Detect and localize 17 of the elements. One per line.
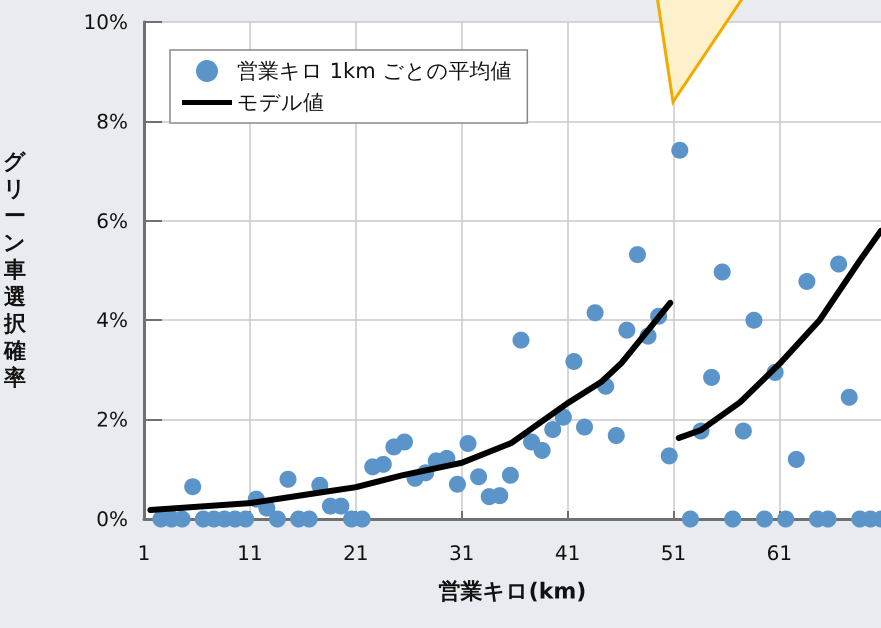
y-tick-label: 0%	[96, 507, 128, 531]
text: グリーン車選択確率	[3, 150, 26, 391]
x-axis-title: 営業キロ(km)	[438, 580, 586, 604]
y-tick-label: 8%	[96, 109, 128, 134]
x-tick-label: 61	[766, 541, 792, 565]
legend-label: 営業キロ 1km ごとの平均値	[237, 59, 512, 83]
y-tick-label: 2%	[96, 408, 128, 432]
y-tick-label: 10%	[84, 10, 128, 34]
legend-label: モデル値	[237, 90, 324, 114]
y-tick-label: 4%	[96, 308, 128, 332]
x-tick-label: 51	[660, 541, 686, 565]
x-tick-label: 41	[554, 541, 580, 565]
x-tick-label: 11	[237, 541, 263, 565]
x-tick-label: 1	[138, 541, 150, 565]
y-tick-label: 6%	[96, 208, 128, 233]
x-tick-label: 31	[448, 541, 474, 565]
x-tick-label: 21	[343, 541, 369, 565]
